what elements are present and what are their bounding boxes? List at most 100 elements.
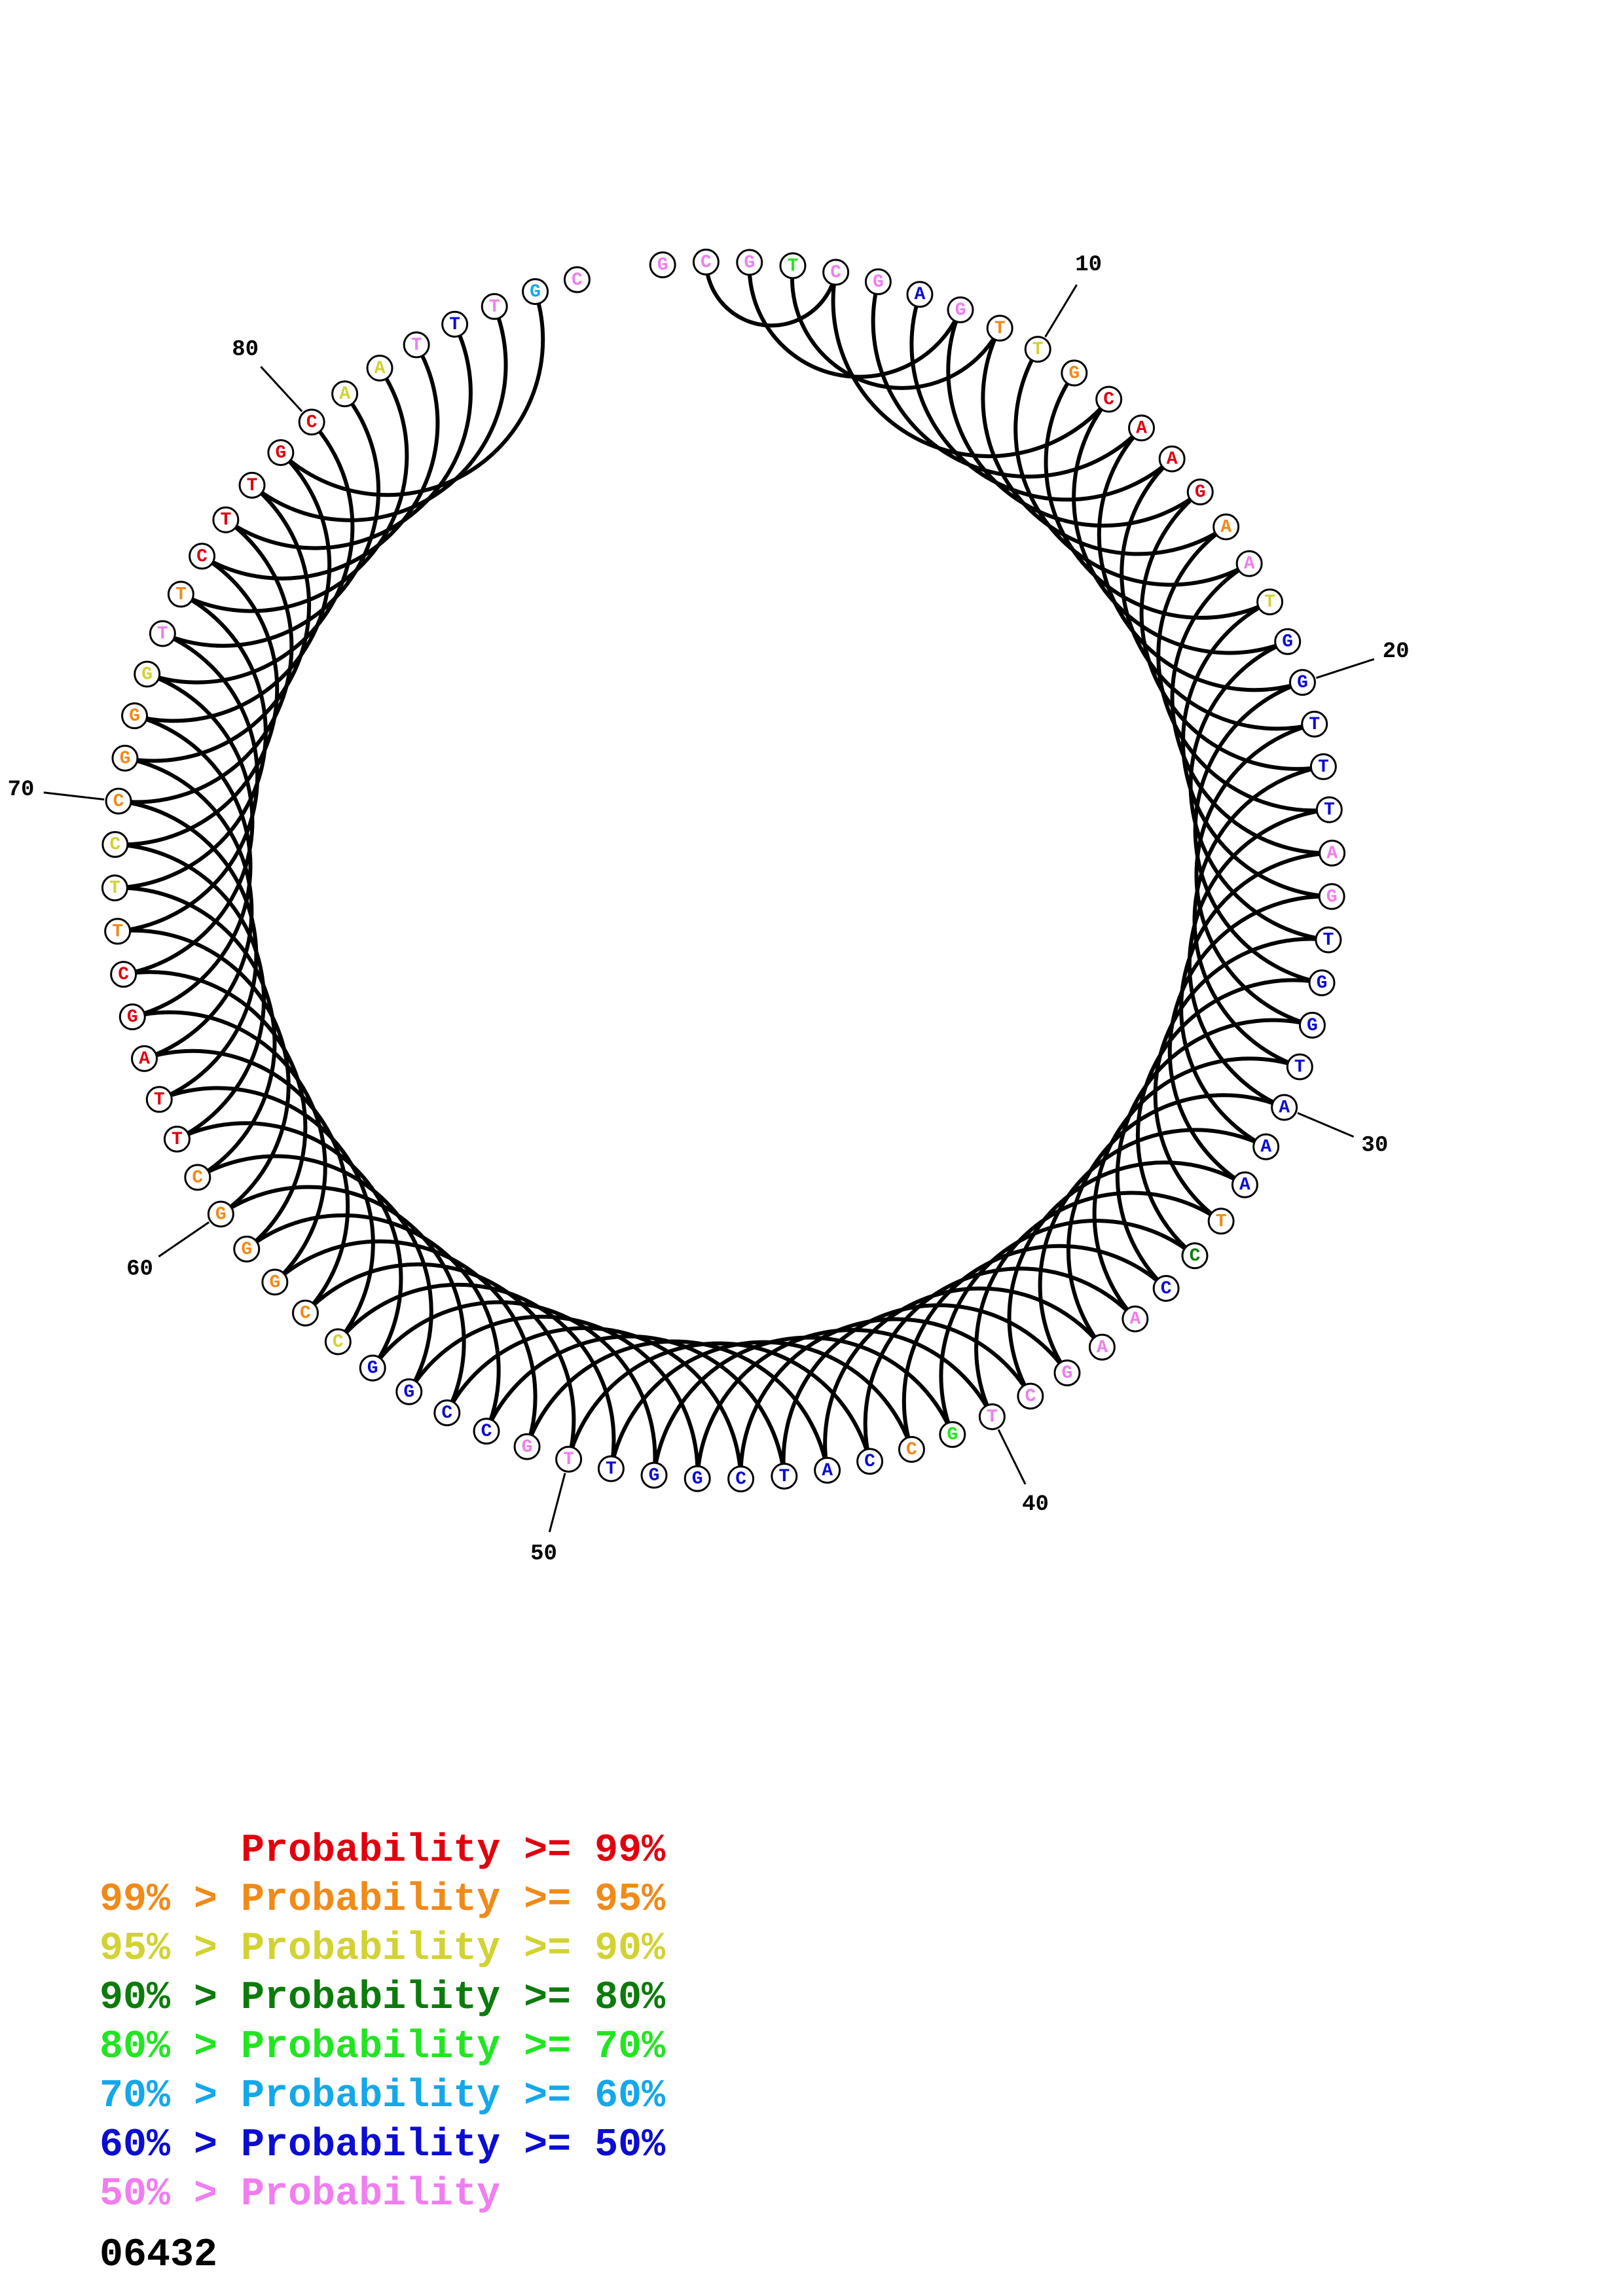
nucleotide-circle	[1061, 359, 1088, 387]
nucleotide-node: C	[324, 1328, 352, 1355]
nucleotide-letter: C	[864, 1452, 875, 1472]
nucleotide-node: G	[684, 1465, 711, 1492]
position-leader-line	[1297, 1112, 1355, 1138]
nucleotide-letter: A	[374, 359, 386, 379]
base-pair-arc	[115, 592, 268, 890]
nucleotide-letter: T	[1264, 592, 1275, 613]
base-pair-arc	[1188, 639, 1329, 942]
nucleotide-letter: C	[1190, 1246, 1201, 1266]
base-pair-arc	[790, 265, 1002, 390]
legend-entry-p80: 90% > Probability >= 80%	[100, 1976, 666, 2020]
base-pair-arc	[1007, 1160, 1246, 1397]
nucleotide-circle	[563, 266, 591, 293]
nucleotide-letter: T	[489, 297, 500, 317]
nucleotide-node: G	[134, 660, 161, 688]
position-number-label: 60	[126, 1257, 153, 1282]
nucleotide-circle	[104, 918, 132, 945]
legend-entry-p90: 95% > Probability >= 90%	[100, 1927, 666, 1971]
base-pair-arc	[115, 886, 277, 1179]
base-pair-arc	[1187, 808, 1330, 1109]
position-number-label: 30	[1361, 1133, 1388, 1158]
nucleotide-circle	[1301, 710, 1328, 738]
nucleotide-letter: T	[1294, 1057, 1305, 1077]
nucleotide-letter: G	[1317, 973, 1328, 994]
base-pair-arc	[1193, 680, 1322, 985]
nucleotide-letter: G	[215, 1204, 227, 1225]
nucleotide-node: C	[189, 543, 216, 570]
nucleotide-letter: T	[606, 1460, 617, 1480]
nucleotide-letter: T	[778, 1467, 790, 1487]
nucleotide-letter: T	[449, 315, 460, 335]
nucleotide-circle	[395, 1378, 423, 1405]
nucleotide-circle	[856, 1448, 884, 1475]
nucleotide-circle	[331, 380, 359, 408]
nucleotide-node: T	[163, 1125, 191, 1153]
nucleotide-circle	[366, 354, 393, 382]
nucleotide-letter: T	[1318, 757, 1329, 778]
nucleotide-node: T	[167, 581, 194, 608]
nucleotide-node: C	[692, 248, 720, 276]
nucleotide-node: C	[298, 408, 325, 436]
base-pair-arc	[407, 1314, 700, 1479]
nucleotide-node: G	[947, 296, 974, 323]
position-leader-line	[43, 791, 105, 801]
nucleotide-node: T	[1024, 336, 1051, 363]
base-pair-arc	[1044, 372, 1271, 620]
nucleotide-circle	[692, 248, 720, 276]
nucleotide-node: G	[233, 1235, 261, 1263]
nucleotide-node: C	[1181, 1242, 1209, 1270]
base-pair-arc	[123, 970, 308, 1251]
position-number-label: 20	[1383, 639, 1410, 664]
nucleotide-letter: C	[192, 1168, 203, 1188]
base-pair-arc	[225, 323, 473, 550]
nucleotide-letter: C	[118, 965, 129, 985]
base-pair-arc	[1120, 457, 1315, 731]
nucleotide-letter: G	[947, 1425, 958, 1445]
nucleotide-circle	[1095, 386, 1123, 413]
base-pair-arc	[1156, 525, 1330, 813]
nucleotide-circle	[105, 787, 132, 815]
position-number-label: 70	[8, 778, 35, 802]
base-pair-arc	[445, 1326, 743, 1479]
nucleotide-letter: G	[657, 255, 668, 276]
legend-entry-lt50: 50% > Probability	[100, 2172, 501, 2217]
nucleotide-circle	[101, 831, 129, 858]
nucleotide-circle	[649, 251, 676, 279]
nucleotide-letter: G	[241, 1240, 252, 1260]
nucleotide-letter: T	[109, 878, 120, 899]
base-pair-arc	[273, 1239, 538, 1448]
nucleotide-circle	[1088, 1333, 1116, 1361]
nucleotide-circle	[978, 1403, 1006, 1431]
nucleotide-letter: C	[572, 270, 583, 291]
nucleotide-circle	[1213, 513, 1240, 541]
nucleotide-node: T	[597, 1455, 625, 1482]
nucleotide-circle	[119, 1003, 146, 1031]
nucleotide-letter: G	[1297, 673, 1308, 693]
base-pair-arc	[1038, 1128, 1267, 1374]
nucleotide-circle	[906, 281, 934, 308]
base-pair-arc	[871, 281, 1143, 479]
nucleotide-letter: A	[915, 285, 926, 305]
base-pair-arc	[704, 262, 838, 328]
nucleotide-letter: A	[1167, 450, 1178, 470]
nucleotide-node: A	[1158, 445, 1186, 473]
base-pair-arc	[946, 309, 1202, 528]
nucleotide-circle	[513, 1433, 541, 1460]
nucleotide-node: G	[1318, 883, 1345, 910]
nucleotide-letter: C	[333, 1332, 344, 1352]
nucleotide-node: T	[1207, 1208, 1235, 1235]
nucleotide-circle	[433, 1399, 461, 1427]
nucleotide-circle	[163, 1125, 191, 1153]
nucleotide-letter: A	[1279, 1098, 1290, 1118]
nucleotide-circle	[1274, 628, 1302, 655]
nucleotide-circle	[298, 408, 325, 436]
nucleotide-node: G	[261, 1268, 289, 1296]
position-number-label: 50	[530, 1542, 557, 1567]
nucleotide-letter: T	[157, 624, 168, 645]
nucleotide-node: T	[779, 252, 807, 279]
nucleotide-node: C	[856, 1448, 884, 1475]
nucleotide-letter: G	[403, 1382, 414, 1403]
base-pair-arcs	[115, 262, 1332, 1479]
nucleotide-letter: T	[1323, 930, 1334, 950]
nucleotide-letter: T	[987, 1407, 998, 1427]
